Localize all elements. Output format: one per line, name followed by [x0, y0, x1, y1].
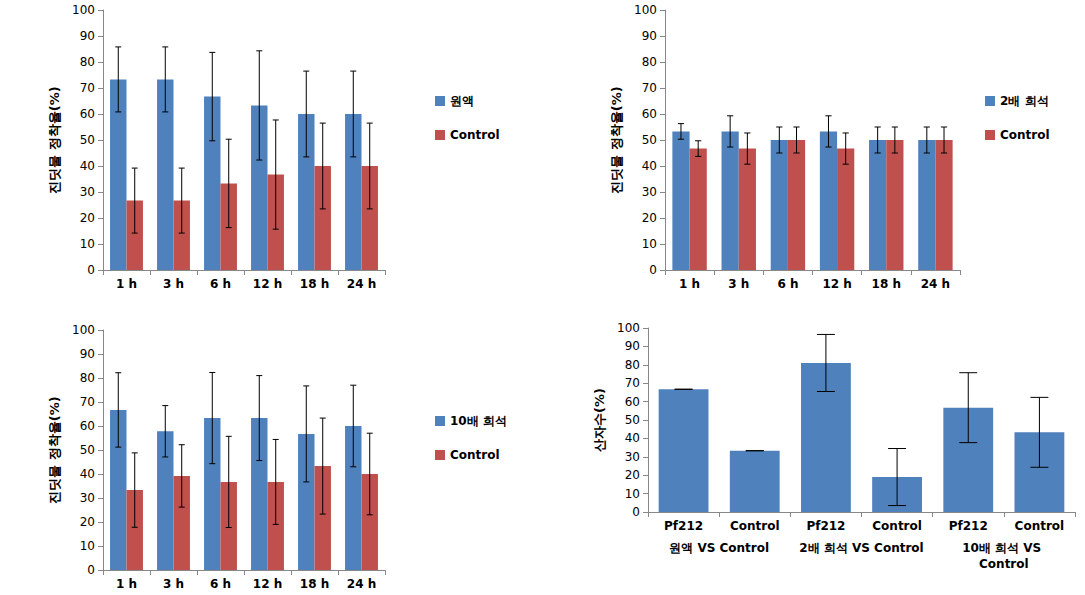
svg-text:70: 70 — [80, 81, 95, 95]
svg-text:1 h: 1 h — [116, 577, 137, 591]
svg-text:90: 90 — [80, 29, 95, 43]
svg-text:40: 40 — [80, 159, 95, 173]
svg-text:1 h: 1 h — [679, 277, 700, 291]
svg-text:12 h: 12 h — [253, 577, 282, 591]
svg-text:0: 0 — [87, 563, 95, 577]
svg-text:Control: Control — [1015, 519, 1065, 533]
svg-text:2배 희석 VS Control: 2배 희석 VS Control — [799, 541, 923, 555]
svg-text:Control: Control — [979, 557, 1029, 571]
svg-text:30: 30 — [80, 185, 95, 199]
svg-text:24 h: 24 h — [347, 277, 376, 291]
svg-text:2배 희석: 2배 희석 — [1000, 94, 1049, 108]
svg-text:Pf212: Pf212 — [664, 519, 703, 533]
svg-text:20: 20 — [642, 211, 657, 225]
svg-text:100: 100 — [634, 3, 657, 17]
svg-text:30: 30 — [80, 491, 95, 505]
svg-text:50: 50 — [642, 133, 657, 147]
svg-text:10: 10 — [642, 237, 657, 251]
svg-text:90: 90 — [80, 347, 95, 361]
svg-text:100: 100 — [72, 323, 95, 337]
svg-text:진딧물 정착율(%): 진딧물 정착율(%) — [47, 396, 62, 503]
svg-text:80: 80 — [80, 371, 95, 385]
svg-text:100: 100 — [72, 3, 95, 17]
svg-text:80: 80 — [625, 358, 640, 372]
svg-text:20: 20 — [80, 515, 95, 529]
svg-text:원액: 원액 — [450, 94, 474, 108]
svg-text:산자수(%): 산자수(%) — [592, 388, 607, 452]
svg-text:10: 10 — [80, 539, 95, 553]
svg-text:18 h: 18 h — [300, 277, 329, 291]
svg-text:Control: Control — [872, 519, 922, 533]
svg-text:30: 30 — [625, 450, 640, 464]
svg-text:1 h: 1 h — [116, 277, 137, 291]
svg-text:Pf212: Pf212 — [806, 519, 845, 533]
svg-text:10: 10 — [625, 487, 640, 501]
svg-text:0: 0 — [87, 263, 95, 277]
svg-text:80: 80 — [80, 55, 95, 69]
svg-text:3 h: 3 h — [728, 277, 749, 291]
svg-text:10배 희석 VS: 10배 희석 VS — [962, 541, 1045, 555]
svg-text:Pf212: Pf212 — [949, 519, 988, 533]
svg-text:24 h: 24 h — [347, 577, 376, 591]
svg-text:18 h: 18 h — [872, 277, 901, 291]
svg-text:12 h: 12 h — [253, 277, 282, 291]
svg-text:70: 70 — [642, 81, 657, 95]
svg-text:6 h: 6 h — [777, 277, 798, 291]
svg-text:80: 80 — [642, 55, 657, 69]
svg-text:70: 70 — [80, 395, 95, 409]
svg-text:6 h: 6 h — [210, 277, 231, 291]
svg-text:70: 70 — [625, 376, 640, 390]
svg-text:50: 50 — [80, 133, 95, 147]
svg-text:Control: Control — [450, 128, 500, 142]
svg-text:50: 50 — [625, 413, 640, 427]
svg-text:원액 VS Control: 원액 VS Control — [669, 541, 769, 555]
svg-text:진딧물 정착율(%): 진딧물 정착율(%) — [609, 86, 624, 193]
svg-text:40: 40 — [642, 159, 657, 173]
svg-text:0: 0 — [649, 263, 657, 277]
svg-text:Control: Control — [450, 448, 500, 462]
svg-text:Control: Control — [1000, 128, 1050, 142]
svg-text:60: 60 — [80, 107, 95, 121]
svg-text:진딧물 정착율(%): 진딧물 정착율(%) — [47, 86, 62, 193]
svg-text:10배 희석: 10배 희석 — [450, 414, 507, 428]
svg-text:40: 40 — [80, 467, 95, 481]
svg-text:0: 0 — [632, 505, 640, 519]
svg-text:3 h: 3 h — [163, 577, 184, 591]
svg-text:100: 100 — [617, 321, 640, 335]
svg-text:90: 90 — [642, 29, 657, 43]
svg-text:90: 90 — [625, 339, 640, 353]
svg-text:50: 50 — [80, 443, 95, 457]
svg-text:12 h: 12 h — [822, 277, 851, 291]
svg-text:18 h: 18 h — [300, 577, 329, 591]
svg-text:20: 20 — [80, 211, 95, 225]
svg-text:3 h: 3 h — [163, 277, 184, 291]
svg-text:60: 60 — [642, 107, 657, 121]
svg-text:10: 10 — [80, 237, 95, 251]
svg-text:6 h: 6 h — [210, 577, 231, 591]
svg-text:40: 40 — [625, 431, 640, 445]
svg-text:Control: Control — [730, 519, 780, 533]
svg-text:60: 60 — [625, 395, 640, 409]
svg-text:24 h: 24 h — [921, 277, 950, 291]
svg-text:30: 30 — [642, 185, 657, 199]
svg-text:60: 60 — [80, 419, 95, 433]
svg-text:20: 20 — [625, 468, 640, 482]
